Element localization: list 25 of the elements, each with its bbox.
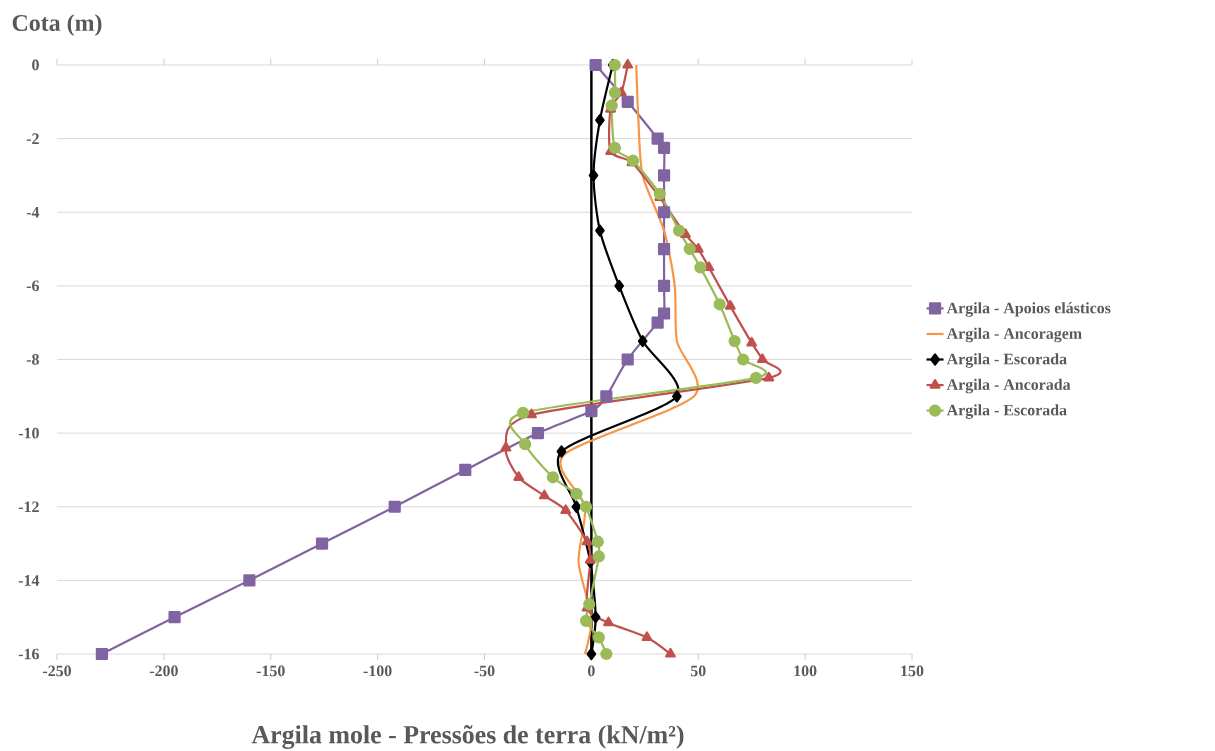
- y-axis-title: Cota (m): [12, 14, 102, 36]
- legend-label: Argila - Ancoragem: [946, 327, 1082, 343]
- legend-label: Argila - Escorada: [946, 353, 1067, 368]
- y-tick-label: -6: [26, 280, 40, 292]
- x-tick-label: 0: [588, 665, 595, 677]
- x-axis-title: Argila mole - Pressões de terra (kN/m²): [251, 725, 684, 749]
- x-tick-label: -250: [42, 665, 71, 677]
- legend-label: Argila - Escorada: [946, 404, 1067, 419]
- y-tick-label: -16: [18, 648, 40, 660]
- y-tick-label: -2: [26, 133, 39, 144]
- y-tick-label: -14: [18, 575, 40, 586]
- x-tick-label: 50: [690, 665, 706, 677]
- x-tick-label: 150: [901, 665, 924, 677]
- x-tick-label: -50: [474, 665, 495, 677]
- legend-label: Argila - Apoios elásticos: [946, 302, 1111, 317]
- legend-label: Argila - Ancorada: [946, 378, 1071, 394]
- x-tick-label: -100: [363, 665, 392, 677]
- x-tick-label: 100: [794, 665, 817, 677]
- y-tick-label: -12: [18, 501, 39, 513]
- y-tick-label: -8: [26, 354, 39, 365]
- y-tick-label: -4: [26, 207, 40, 218]
- x-tick-label: -150: [256, 665, 285, 677]
- y-tick-label: -10: [18, 427, 39, 439]
- y-tick-label: 0: [32, 59, 39, 71]
- x-tick-label: -200: [149, 665, 178, 677]
